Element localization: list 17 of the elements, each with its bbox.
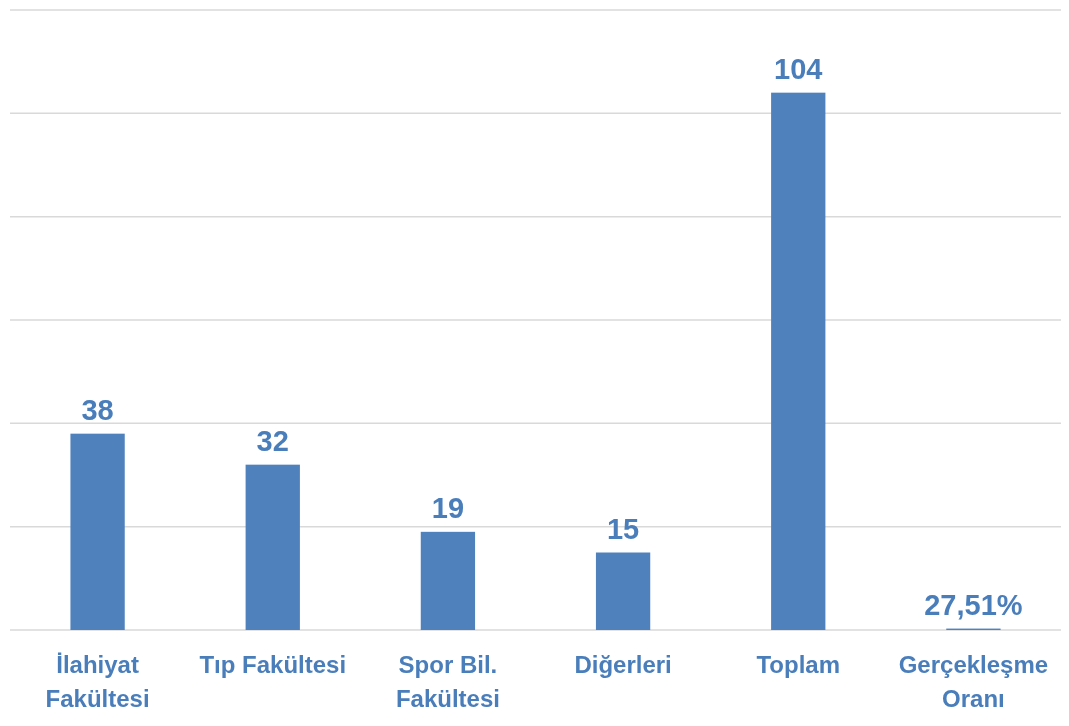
data-label: 32 bbox=[256, 424, 289, 457]
x-tick-label: Diğerleri bbox=[574, 651, 672, 678]
bar bbox=[771, 92, 826, 630]
data-label: 38 bbox=[81, 393, 114, 426]
bar bbox=[595, 552, 651, 630]
x-tick-label: Spor Bil. Fakültesi bbox=[395, 651, 500, 712]
data-label: 15 bbox=[606, 512, 640, 545]
bar bbox=[420, 531, 476, 630]
bar bbox=[245, 464, 300, 630]
x-tick-label: Toplam bbox=[756, 651, 841, 678]
data-label: 104 bbox=[774, 52, 823, 85]
x-tick-label: Gerçekleşme Oranı bbox=[898, 651, 1049, 712]
data-label: 27,51% bbox=[924, 588, 1023, 621]
x-tick-label: Tıp Fakültesi bbox=[199, 651, 347, 678]
bar bbox=[70, 433, 125, 630]
data-label: 19 bbox=[431, 491, 465, 524]
x-tick-label: İlahiyat Fakültesi bbox=[45, 651, 150, 712]
